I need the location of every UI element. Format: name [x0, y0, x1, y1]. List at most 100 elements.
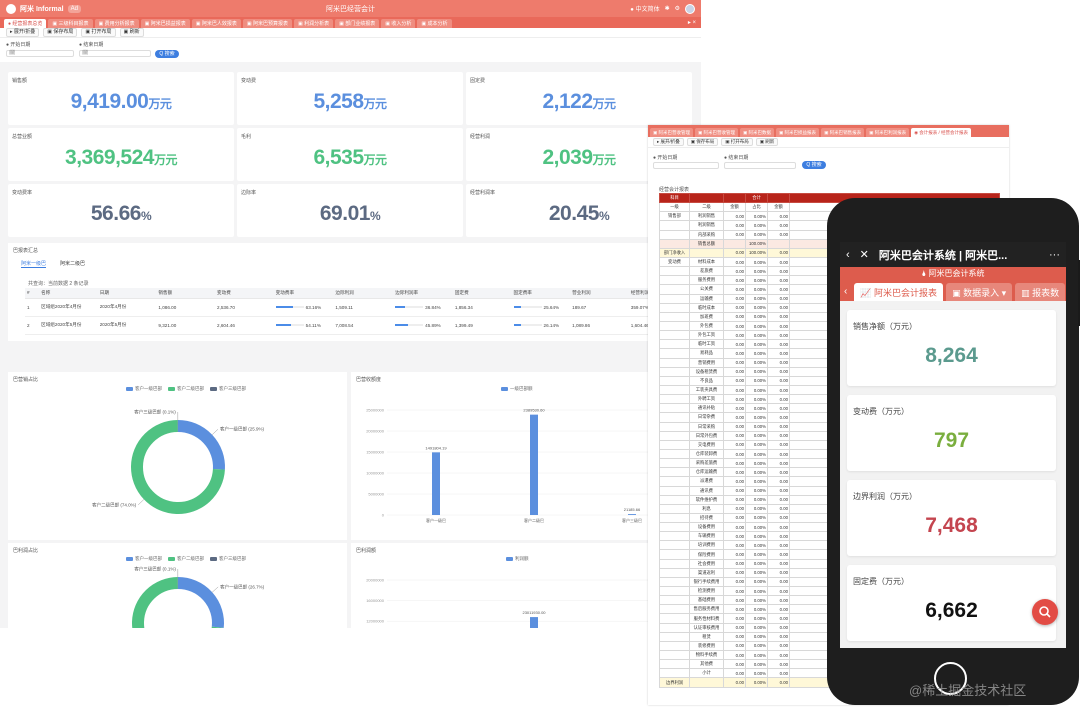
avatar[interactable] — [685, 3, 695, 14]
toolbar-button[interactable]: ▸ 展开/折叠 — [653, 138, 684, 146]
toolbar-button[interactable]: ▣ 打开布局 — [81, 28, 116, 37]
toolbar-button[interactable]: ▣ 刷新 — [119, 28, 144, 37]
column-header[interactable]: 固定费 — [452, 288, 512, 299]
bar[interactable] — [530, 617, 538, 628]
accounting-tab[interactable]: ▣ 阿米巴营收管理 — [650, 128, 694, 137]
tab-level-two[interactable]: 阿米二级巴 — [60, 261, 86, 267]
module-tab[interactable]: ▣ 阿米巴预算报表 — [242, 19, 293, 28]
column-header[interactable]: 销售额 — [156, 288, 216, 299]
acct-search-button[interactable]: Q 搜索 — [802, 161, 826, 169]
sheet-value-cell: 0.00 — [767, 512, 790, 524]
bar[interactable] — [628, 514, 636, 515]
close-icon[interactable]: ✕ — [859, 249, 869, 261]
mobile-kpi-value: 6,662 — [925, 599, 978, 622]
tab-scroll-left-icon[interactable]: ‹ — [844, 285, 848, 297]
module-tab[interactable]: ▣ 阿米巴人效报表 — [191, 19, 241, 28]
bar[interactable] — [530, 414, 538, 515]
module-tab[interactable]: ▣ 部门业绩报表 — [335, 19, 380, 28]
sheet-value-cell: 0.00% — [745, 595, 768, 606]
module-tab[interactable]: ● 经营报表总览 — [4, 19, 47, 28]
tab-bar-controls[interactable]: ▸ × — [687, 20, 696, 26]
column-header[interactable]: 名称 — [39, 288, 98, 299]
toolbar-button[interactable]: ▣ 打开布局 — [721, 138, 753, 146]
bar[interactable] — [432, 452, 440, 515]
module-tab[interactable]: ▣ 三级科目报表 — [48, 19, 93, 28]
table-row[interactable]: 2 区域组2020年5月份 2020年5月份 9,321.00 2,604.46 54.1… — [25, 316, 655, 335]
chart-profit-share-svg: 客户一级巴部 (26.7%) 客户三级巴部 (0.1%) — [132, 566, 265, 628]
module-tab[interactable]: ▣ 成本分析 — [417, 19, 452, 28]
column-header[interactable]: 固定费率 — [511, 288, 571, 299]
legend-item[interactable]: 一级巴部额 — [501, 386, 533, 392]
legend-item[interactable]: 利润额 — [506, 556, 529, 562]
mobile-kpi-card[interactable]: 固定费（万元） 6,662 — [847, 565, 1056, 641]
sheet-value-cell: 0.00 — [767, 549, 790, 560]
language-switch[interactable]: ● 中文简体 — [630, 7, 660, 13]
pie-slice[interactable] — [131, 420, 225, 514]
sheet-header-cell — [767, 192, 790, 204]
toolbar-button[interactable]: ▣ 保存布局 — [43, 28, 78, 37]
brand-pill[interactable]: Ad — [67, 4, 81, 13]
pie-slice[interactable] — [132, 577, 224, 628]
accounting-tab[interactable]: ▣ 阿米巴销售报表 — [821, 128, 865, 137]
rate-bar-cell: 25.64% — [513, 305, 569, 310]
acct-end-date-input[interactable] — [724, 162, 796, 169]
column-header[interactable]: # — [25, 288, 40, 299]
gear-icon[interactable]: ⚙ — [674, 6, 680, 12]
sheet-value-cell: 0.00 — [767, 403, 790, 414]
sheet-category-cell — [659, 522, 690, 533]
legend-item[interactable]: 客户三级巴部 — [210, 556, 246, 562]
legend-item[interactable]: 客户一级巴部 — [126, 386, 162, 392]
mobile-kpi-card[interactable]: 边界利润（万元） 7,468 — [847, 480, 1056, 556]
mobile-tab-reports[interactable]: ▥ 报表数 — [1015, 283, 1066, 301]
legend-item[interactable]: 客户二级巴部 — [168, 556, 204, 562]
acct-end-date-label: ● 结束日期 — [724, 155, 749, 161]
accounting-tab[interactable]: ▣ 阿米巴营收管理 — [695, 128, 739, 137]
start-date-input[interactable]: 🗓 — [6, 50, 74, 57]
sheet-category-cell — [659, 567, 690, 578]
pie-slice-label: 客户三级巴部 (0.1%) — [134, 409, 176, 416]
column-header[interactable]: 变动费 — [215, 288, 274, 299]
sheet-item-cell: 车辆费用 — [689, 531, 724, 542]
module-tab[interactable]: ▣ 费用分析报表 — [94, 19, 139, 28]
phone-home-button[interactable] — [934, 662, 967, 695]
module-tab[interactable]: ▣ 收入分析 — [381, 19, 416, 28]
more-icon[interactable]: ··· — [1049, 248, 1060, 261]
mobile-kpi-card[interactable]: 销售净额（万元） 8,264 — [847, 310, 1056, 386]
toolbar-button[interactable]: ▸ 展开/折叠 — [6, 28, 40, 37]
search-fab-button[interactable] — [1032, 599, 1058, 625]
pie-slice[interactable] — [177, 577, 224, 628]
acct-start-date-input[interactable] — [653, 162, 719, 169]
bell-icon[interactable]: ✱ — [664, 6, 670, 12]
column-header[interactable]: 经营利润率 — [628, 288, 655, 299]
sheet-category-cell — [659, 604, 690, 615]
column-header[interactable]: 营业利润 — [570, 288, 629, 299]
toolbar-button[interactable]: ▣ 保存布局 — [686, 138, 719, 146]
column-header[interactable]: 边际利润 — [333, 288, 394, 299]
toolbar-button[interactable]: ▣ 刷新 — [755, 138, 779, 146]
search-button[interactable]: Q 搜索 — [155, 50, 179, 58]
table-row[interactable]: 1 区域组2020年4月份 2020年4月份 1,086.00 2,536.70 63.1… — [25, 298, 655, 317]
end-date-input[interactable]: 🗓 — [79, 50, 151, 57]
accounting-tab[interactable]: ▣ 阿米巴利润报表 — [866, 128, 910, 137]
accounting-tab[interactable]: ▣ 阿米巴损益报表 — [776, 128, 820, 137]
legend-item[interactable]: 客户一级巴部 — [126, 556, 162, 562]
legend-item[interactable]: 客户二级巴部 — [168, 386, 204, 392]
column-header[interactable]: 变动费率 — [273, 288, 334, 299]
sheet-value-cell: 0.00 — [723, 650, 746, 661]
sheet-value-cell: 0.00% — [745, 275, 768, 286]
accounting-tab[interactable]: ▣ 阿米巴数据 — [740, 128, 775, 137]
tab-level-one[interactable]: 阿米一级巴 — [21, 261, 47, 268]
back-arrow-icon[interactable]: ‹ — [846, 248, 850, 261]
sheet-item-cell: 银行手续费用 — [689, 576, 724, 588]
mobile-kpi-card[interactable]: 变动费（万元） 797 — [847, 395, 1056, 471]
column-header[interactable]: 日期 — [97, 288, 157, 299]
mobile-tab-report[interactable]: 📈 阿米巴会计报表 — [854, 283, 944, 301]
column-header[interactable]: 边际利润率 — [393, 288, 453, 299]
mobile-tab-data-entry[interactable]: ▣ 数据录入 ▾ — [946, 283, 1013, 301]
sheet-value-cell: 0.00% — [745, 366, 768, 377]
pie-slice[interactable] — [177, 420, 225, 470]
module-tab[interactable]: ▣ 利润分析表 — [294, 19, 334, 28]
accounting-tab[interactable]: ◉ 会计报表 / 经营会计报表 — [911, 128, 972, 137]
module-tab[interactable]: ▣ 阿米巴损益报表 — [140, 19, 190, 28]
legend-item[interactable]: 客户三级巴部 — [210, 386, 246, 392]
